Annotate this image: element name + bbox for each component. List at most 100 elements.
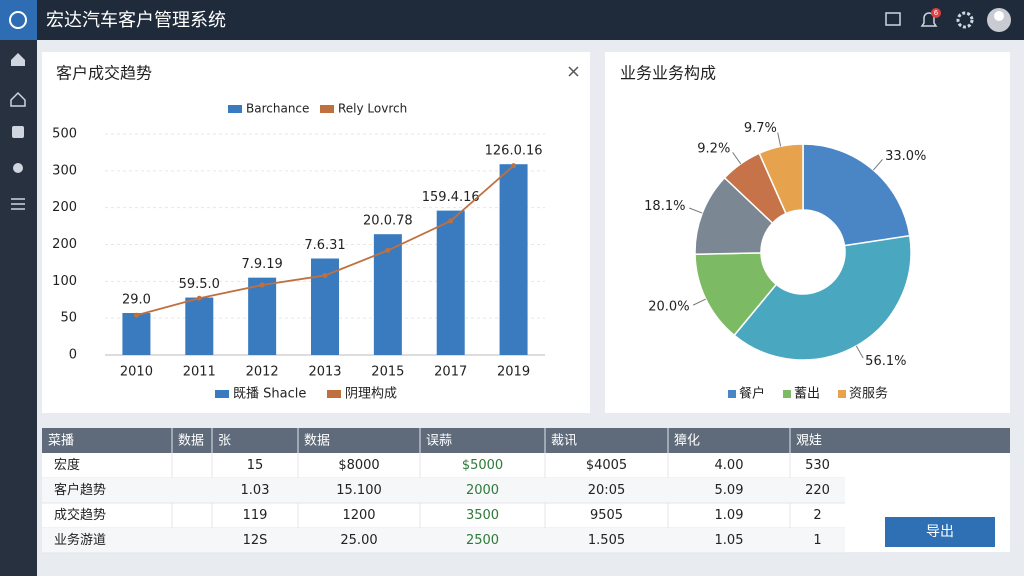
slice-label: 18.1% (644, 199, 685, 214)
y-tick-label: 300 (52, 163, 77, 178)
table-cell: 2500 (466, 533, 499, 548)
table-header-cell: 误蒜 (426, 434, 452, 449)
table-cell: 1.505 (588, 533, 625, 548)
slice-label: 20.0% (648, 299, 689, 314)
table-header-cell: 裁讯 (551, 433, 577, 449)
close-icon[interactable] (568, 66, 579, 77)
line-point (511, 163, 517, 169)
badge (931, 8, 941, 18)
table-cell: 15 (247, 458, 264, 473)
settings-icon[interactable] (956, 11, 974, 29)
legend-label: 既播 Shacle (233, 387, 306, 402)
donut-slice (733, 234, 912, 361)
bar-title: 客户成交趋势 (56, 64, 152, 83)
slice-label: 9.7% (744, 121, 777, 136)
nav-home[interactable] (11, 53, 25, 66)
table-header-cell: 数据 (178, 434, 204, 449)
donut-slice (802, 143, 911, 247)
legend-label: 餐户 (739, 386, 765, 402)
nav-list[interactable] (11, 198, 25, 210)
legend-swatch (320, 105, 334, 113)
nav-db[interactable] (12, 126, 24, 138)
y-tick-label: 100 (52, 274, 77, 289)
pie-title: 业务业务构成 (620, 64, 716, 83)
data-annotation: 20.0.78 (363, 214, 413, 229)
export-button[interactable] (885, 517, 995, 547)
table-cell: 1 (813, 533, 821, 548)
y-tick-label: 500 (52, 127, 77, 142)
slice-label: 9.2% (697, 142, 730, 157)
table-header-cell: 张 (218, 434, 231, 449)
line-point (259, 282, 265, 288)
table-cell: 1200 (342, 508, 375, 523)
data-annotation: 59.5.0 (179, 277, 220, 292)
table-cell: 2000 (466, 483, 499, 498)
leader-line (689, 207, 703, 214)
table-cell: 2 (813, 508, 821, 523)
table-cell: 1.05 (715, 533, 744, 548)
y-tick-label: 50 (60, 311, 77, 326)
table-cell: 成交趋势 (54, 507, 106, 523)
logo (0, 0, 37, 40)
table-cell: 客户趋势 (54, 482, 106, 498)
legend-swatch (838, 390, 846, 398)
leader-line (732, 152, 742, 165)
bar (499, 164, 528, 355)
data-annotation: 126.0.16 (485, 144, 543, 159)
x-tick-label: 2013 (308, 365, 341, 380)
x-tick-label: 2010 (120, 365, 153, 380)
export-label[interactable]: 导出 (926, 524, 954, 540)
data-annotation: 159.4.16 (422, 190, 480, 205)
table-cell: 1.09 (715, 508, 744, 523)
bell-icon[interactable] (920, 12, 938, 27)
table-cell: 9505 (590, 508, 623, 523)
table-cell: 3500 (466, 508, 499, 523)
table-cell: 15.100 (336, 483, 382, 498)
line-point (133, 312, 139, 318)
x-tick-label: 2011 (183, 365, 216, 380)
bar (122, 313, 151, 355)
table-cell: 宏度 (54, 457, 80, 473)
y-tick-label: 0 (69, 348, 77, 363)
legend-label: Barchance (246, 102, 309, 116)
legend-label: 资服务 (849, 386, 888, 402)
line-point (196, 295, 202, 301)
avatar-head (994, 11, 1004, 21)
table-cell: 220 (805, 483, 830, 498)
line-point (385, 247, 391, 253)
row-stripe (42, 478, 845, 503)
slice-label: 56.1% (865, 354, 906, 369)
table-cell: $4005 (586, 458, 627, 473)
screen-icon[interactable] (885, 12, 901, 26)
nav-tools[interactable] (13, 163, 23, 173)
x-tick-label: 2012 (246, 365, 279, 380)
line-point (448, 218, 454, 224)
x-tick-label: 2015 (371, 365, 404, 380)
legend-label: 蓄出 (794, 387, 820, 402)
bar (436, 210, 465, 355)
slice-label: 33.0% (885, 149, 926, 164)
legend-label: 阴理构成 (345, 387, 397, 402)
leader-line (855, 345, 864, 359)
data-annotation: 7.6.31 (304, 238, 345, 253)
table-header (42, 428, 1010, 453)
legend-swatch (228, 105, 242, 113)
x-tick-label: 2017 (434, 365, 467, 380)
sidebar (0, 40, 37, 576)
nav-house[interactable] (10, 91, 26, 107)
legend-swatch (215, 390, 229, 398)
line-point (322, 272, 328, 278)
table-cell: 1.03 (241, 483, 270, 498)
row-stripe (42, 528, 845, 553)
table-cell: 业务游道 (54, 532, 106, 548)
table-cell: 5.09 (715, 483, 744, 498)
y-tick-label: 200 (52, 237, 77, 252)
top-bar (0, 0, 1024, 40)
table-header-cell: 獐化 (674, 434, 700, 449)
table-header-cell: 数据 (304, 434, 330, 449)
donut-slice (758, 143, 804, 215)
table-cell: $5000 (462, 458, 503, 473)
leader-line (872, 159, 883, 171)
legend-swatch (327, 390, 341, 398)
